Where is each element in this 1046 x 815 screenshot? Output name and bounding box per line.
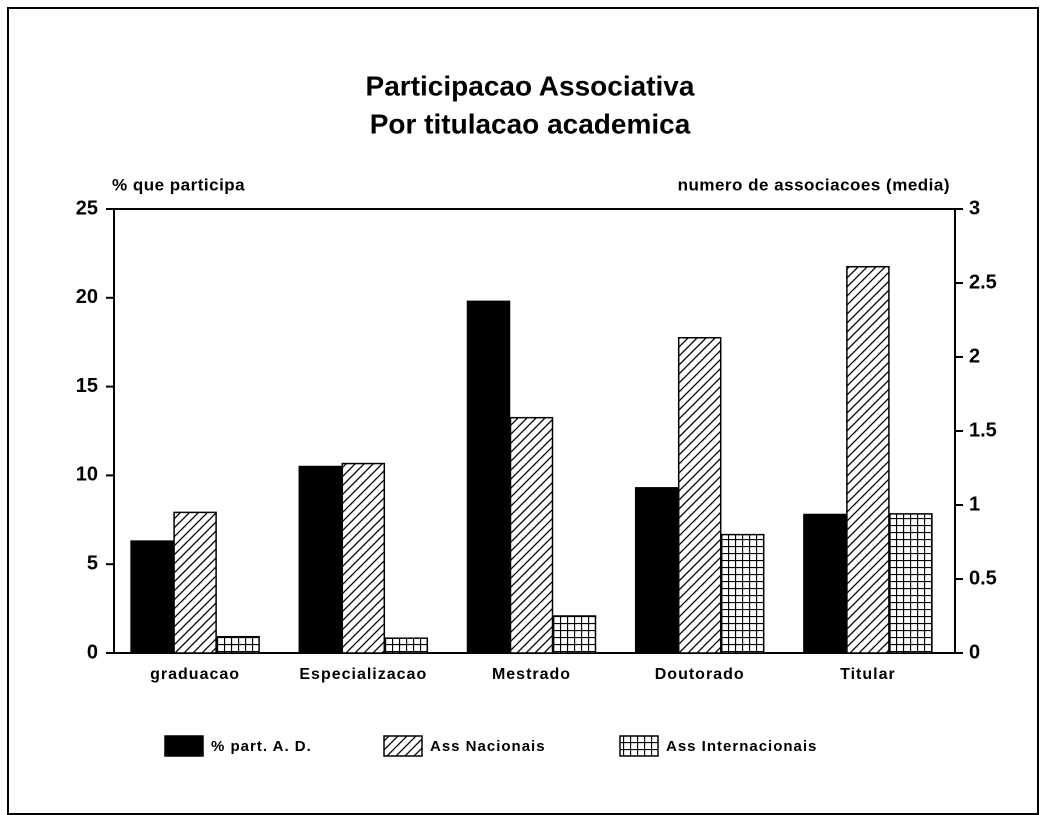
bar bbox=[341, 462, 386, 654]
x-tick-label: Especializacao bbox=[299, 666, 427, 683]
bar bbox=[720, 533, 765, 654]
bar bbox=[509, 416, 554, 654]
bar bbox=[803, 513, 847, 654]
y-tick-label: 20 bbox=[76, 286, 98, 308]
y2-tick-label: 1 bbox=[969, 493, 980, 515]
y-tick-label: 10 bbox=[76, 464, 98, 486]
chart-title: Participacao Associativa bbox=[366, 70, 695, 101]
y2-tick-label: 2.5 bbox=[969, 271, 997, 293]
y-tick-label: 5 bbox=[87, 552, 98, 574]
bar bbox=[384, 637, 429, 654]
y-tick-label: 25 bbox=[76, 197, 98, 219]
bar bbox=[552, 615, 597, 654]
frame bbox=[7, 7, 1039, 815]
bar bbox=[634, 487, 679, 654]
bar bbox=[846, 265, 890, 654]
bar bbox=[298, 465, 343, 654]
y2-tick-label: 2 bbox=[969, 345, 980, 367]
legend-label: Ass Internacionais bbox=[666, 738, 817, 755]
legend-swatch bbox=[619, 735, 659, 757]
y-tick-label: 0 bbox=[87, 641, 98, 663]
legend-swatch bbox=[383, 735, 423, 757]
x-tick-label: Titular bbox=[840, 666, 896, 683]
x-tick-label: Doutorado bbox=[655, 666, 745, 683]
legend-label: % part. A. D. bbox=[211, 738, 312, 755]
bar bbox=[677, 337, 722, 654]
bar bbox=[173, 511, 217, 654]
legend-label: Ass Nacionais bbox=[430, 738, 546, 755]
legend-swatch bbox=[164, 735, 204, 757]
bar bbox=[466, 300, 511, 654]
y2-tick-label: 3 bbox=[969, 197, 980, 219]
y2-tick-label: 1.5 bbox=[969, 419, 997, 441]
y2-tick-label: 0.5 bbox=[969, 567, 997, 589]
bar bbox=[889, 513, 933, 654]
chart-subtitle: Por titulacao academica bbox=[370, 108, 691, 139]
y-tick-label: 15 bbox=[76, 375, 98, 397]
y2-tick-label: 0 bbox=[969, 641, 980, 663]
y-axis-label: % que participa bbox=[112, 175, 245, 194]
x-tick-label: graduacao bbox=[150, 666, 240, 683]
x-tick-label: Mestrado bbox=[492, 666, 571, 683]
y2-axis-label: numero de associacoes (media) bbox=[678, 175, 950, 194]
bar bbox=[216, 635, 260, 654]
bar bbox=[130, 540, 174, 654]
